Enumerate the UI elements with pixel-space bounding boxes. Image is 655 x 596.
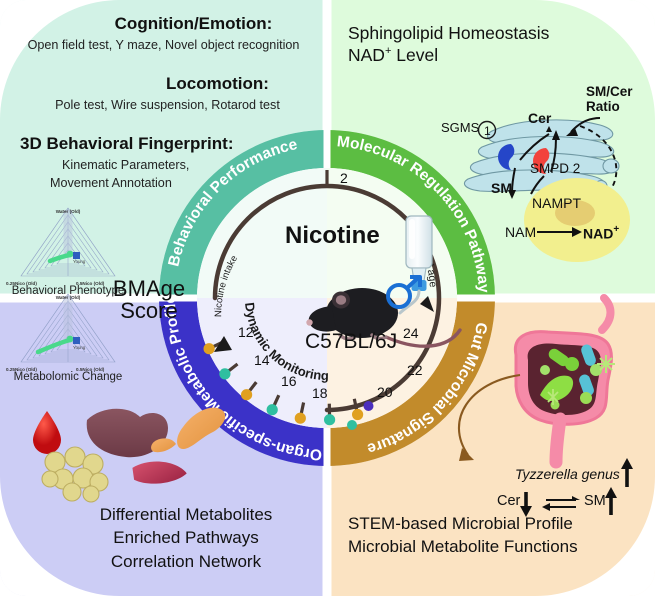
nucleolus-shape (555, 200, 595, 226)
small-intestine-stub (598, 294, 615, 334)
timeline-dot-24-extra2 (347, 420, 357, 430)
timeline-dot-24-extra (363, 401, 374, 411)
nicotine-intake-arrowhead (214, 336, 232, 352)
ring-molecular (326, 130, 495, 299)
gut-to-metabolite-arrow (457, 373, 521, 461)
nam-to-nad-arrow (537, 227, 582, 237)
timeline-dot-20 (294, 412, 306, 424)
smpd-enzyme-icon (533, 148, 550, 174)
sphingolipid-diagram (463, 117, 630, 262)
timeline-dot-12 (203, 343, 215, 355)
wheel-ring (159, 130, 495, 466)
star-microbe-2 (547, 389, 559, 405)
radar-chart-metabolomic (20, 293, 116, 363)
radar-chart-behavioral (20, 207, 116, 277)
liver-icon (86, 408, 168, 458)
timeline-dot-16 (241, 389, 253, 401)
gut-illustration (457, 294, 633, 517)
sgms-number-circle (477, 120, 497, 140)
ring-behavioral (159, 130, 328, 299)
radar-charts-group (20, 207, 116, 363)
male-symbol-icon (386, 275, 422, 309)
mouse-icon (306, 288, 462, 348)
months-of-age-arrowhead (420, 296, 434, 312)
timeline-dot-14 (219, 368, 231, 380)
pancreas-icon (151, 407, 226, 453)
metabolite-arrows (520, 458, 633, 517)
timeline-dot-24 (352, 408, 364, 421)
adipose-tissue-icon (41, 446, 109, 503)
sgms-enzyme-icon (498, 144, 515, 170)
organ-icons-group (33, 407, 226, 503)
sphingolipid-arrows (508, 117, 601, 199)
equilibrium-arrows (542, 496, 580, 511)
microbiota-icons (540, 344, 615, 410)
rectum (549, 412, 567, 469)
timeline-markers (203, 343, 374, 430)
timeline-dot-18 (266, 404, 278, 416)
star-microbe (597, 355, 615, 373)
ring-microbial (326, 297, 495, 466)
muscle-icon (132, 461, 187, 484)
blood-drop-icon (33, 411, 61, 454)
timeline-dot-22 (324, 414, 336, 426)
ring-metabolic (159, 297, 328, 466)
